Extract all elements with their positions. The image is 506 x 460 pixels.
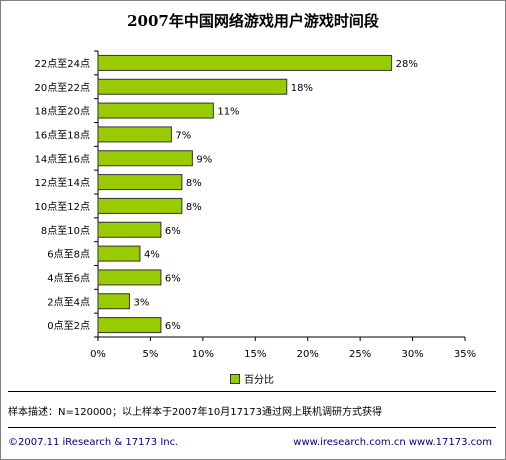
bar bbox=[97, 317, 162, 334]
y-tick-label: 20点至22点 bbox=[35, 82, 90, 94]
bar-chart: 22点至24点 28% 20点至22点 18% 18点至20点 11% 16点至18点 7% 1… bbox=[35, 50, 476, 360]
data-label: 7% bbox=[175, 130, 191, 141]
data-label: 6% bbox=[165, 226, 181, 237]
x-tick-label: 5% bbox=[142, 349, 158, 360]
bar bbox=[97, 293, 130, 310]
data-label: 6% bbox=[165, 273, 181, 284]
legend-label: 百分比 bbox=[244, 375, 274, 386]
x-tick-label: 35% bbox=[454, 349, 476, 360]
y-tick-label: 18点至20点 bbox=[35, 106, 90, 118]
footer-copyright: ©2007.11 iResearch & 17173 Inc. bbox=[8, 437, 179, 448]
legend: 百分比 bbox=[230, 371, 274, 386]
data-label: 28% bbox=[396, 59, 418, 70]
y-tick-label: 10点至12点 bbox=[35, 201, 90, 213]
bar bbox=[97, 150, 193, 167]
x-tick-label: 25% bbox=[349, 349, 371, 360]
data-label: 4% bbox=[144, 250, 160, 261]
bar bbox=[97, 269, 162, 286]
y-tick-label: 0点至2点 bbox=[47, 320, 90, 332]
x-tick-label: 15% bbox=[244, 349, 266, 360]
x-tick-label: 0% bbox=[90, 349, 106, 360]
y-tick-label: 4点至6点 bbox=[47, 272, 90, 284]
data-label: 11% bbox=[217, 107, 239, 118]
data-label: 8% bbox=[186, 178, 202, 189]
data-label: 18% bbox=[291, 83, 313, 94]
x-tick-label: 10% bbox=[192, 349, 214, 360]
data-label: 8% bbox=[186, 202, 202, 213]
sample-note: 样本描述：N=120000；以上样本于2007年10月17173通过网上联机调研… bbox=[8, 407, 383, 418]
divider bbox=[8, 427, 496, 428]
y-tick-label: 16点至18点 bbox=[35, 129, 90, 141]
footer-websites: www.iresearch.com.cn www.17173.com bbox=[293, 437, 492, 448]
y-tick-label: 8点至10点 bbox=[41, 225, 90, 237]
bar bbox=[97, 197, 183, 214]
y-tick-label: 2点至4点 bbox=[47, 296, 90, 308]
x-tick-label: 20% bbox=[297, 349, 319, 360]
bar bbox=[97, 54, 393, 71]
bar bbox=[97, 221, 162, 238]
divider bbox=[8, 391, 496, 392]
y-tick-label: 14点至16点 bbox=[35, 153, 90, 165]
bar bbox=[97, 102, 214, 119]
legend-swatch bbox=[230, 373, 240, 384]
bar bbox=[97, 126, 172, 143]
data-label: 3% bbox=[133, 297, 149, 308]
y-tick-label: 6点至8点 bbox=[47, 249, 90, 261]
y-tick-label: 12点至14点 bbox=[35, 177, 90, 189]
data-label: 6% bbox=[165, 321, 181, 332]
chart-title: 2007年中国网络游戏用户游戏时间段 bbox=[127, 12, 379, 30]
data-label: 9% bbox=[196, 154, 212, 165]
bar bbox=[97, 78, 288, 95]
bar bbox=[97, 174, 183, 191]
y-tick-label: 22点至24点 bbox=[35, 58, 90, 70]
bar bbox=[97, 245, 141, 262]
x-tick-label: 30% bbox=[401, 349, 423, 360]
